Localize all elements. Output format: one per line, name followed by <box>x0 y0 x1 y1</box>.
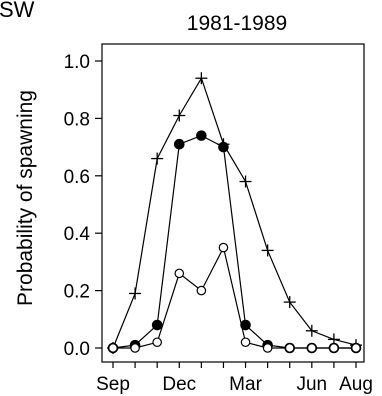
data-point-open <box>351 343 361 353</box>
data-point-plus <box>129 287 142 300</box>
data-point-filled <box>240 319 251 331</box>
panel-label: SW <box>0 0 35 22</box>
data-point-plus <box>305 324 318 337</box>
data-point-filled <box>218 141 229 153</box>
x-tick-label: Mar <box>229 374 262 395</box>
y-tick-label: 0.0 <box>64 339 90 360</box>
series-open-circle <box>108 242 361 353</box>
plot-frame <box>101 43 365 363</box>
series-line <box>113 245 356 349</box>
y-axis-label: Probability of spawning <box>14 90 37 306</box>
data-point-open <box>130 343 140 353</box>
data-point-open <box>196 285 207 296</box>
data-point-open <box>152 337 162 348</box>
y-tick-label: 0.2 <box>64 282 90 303</box>
data-point-open <box>262 343 273 353</box>
series-plus <box>107 72 362 354</box>
chart-title: 1981-1989 <box>187 12 287 35</box>
y-tick-label: 1.0 <box>64 52 90 73</box>
data-point-plus <box>239 175 252 188</box>
y-tick-label: 0.8 <box>64 109 90 130</box>
data-point-plus <box>283 296 296 309</box>
data-point-filled <box>151 319 163 331</box>
x-tick-label: Sep <box>96 374 130 395</box>
data-point-open <box>218 242 229 253</box>
series-line <box>112 76 357 349</box>
x-tick-label: Aug <box>339 374 373 395</box>
x-tick-label: Jun <box>296 374 327 395</box>
series-layer <box>107 72 362 354</box>
data-point-filled <box>173 138 185 150</box>
data-point-open <box>108 343 118 353</box>
series-filled-circle <box>107 130 362 354</box>
data-point-plus <box>195 72 208 85</box>
data-point-plus <box>261 244 274 257</box>
y-tick-label: 0.4 <box>64 224 91 245</box>
data-point-plus <box>151 152 164 165</box>
y-tick-label: 0.6 <box>64 167 90 188</box>
data-point-open <box>329 343 339 353</box>
data-point-open <box>284 343 295 353</box>
x-tick-label: Dec <box>162 374 196 395</box>
data-point-open <box>174 268 185 279</box>
data-point-filled <box>196 130 207 141</box>
x-axis: Sep Dec Mar Jun Aug <box>96 362 373 395</box>
data-point-open <box>240 337 251 348</box>
series-line <box>112 134 356 349</box>
data-point-plus <box>173 109 186 122</box>
y-axis: 0.0 0.2 0.4 0.6 0.8 1.0 <box>64 52 102 360</box>
data-point-open <box>307 343 317 353</box>
